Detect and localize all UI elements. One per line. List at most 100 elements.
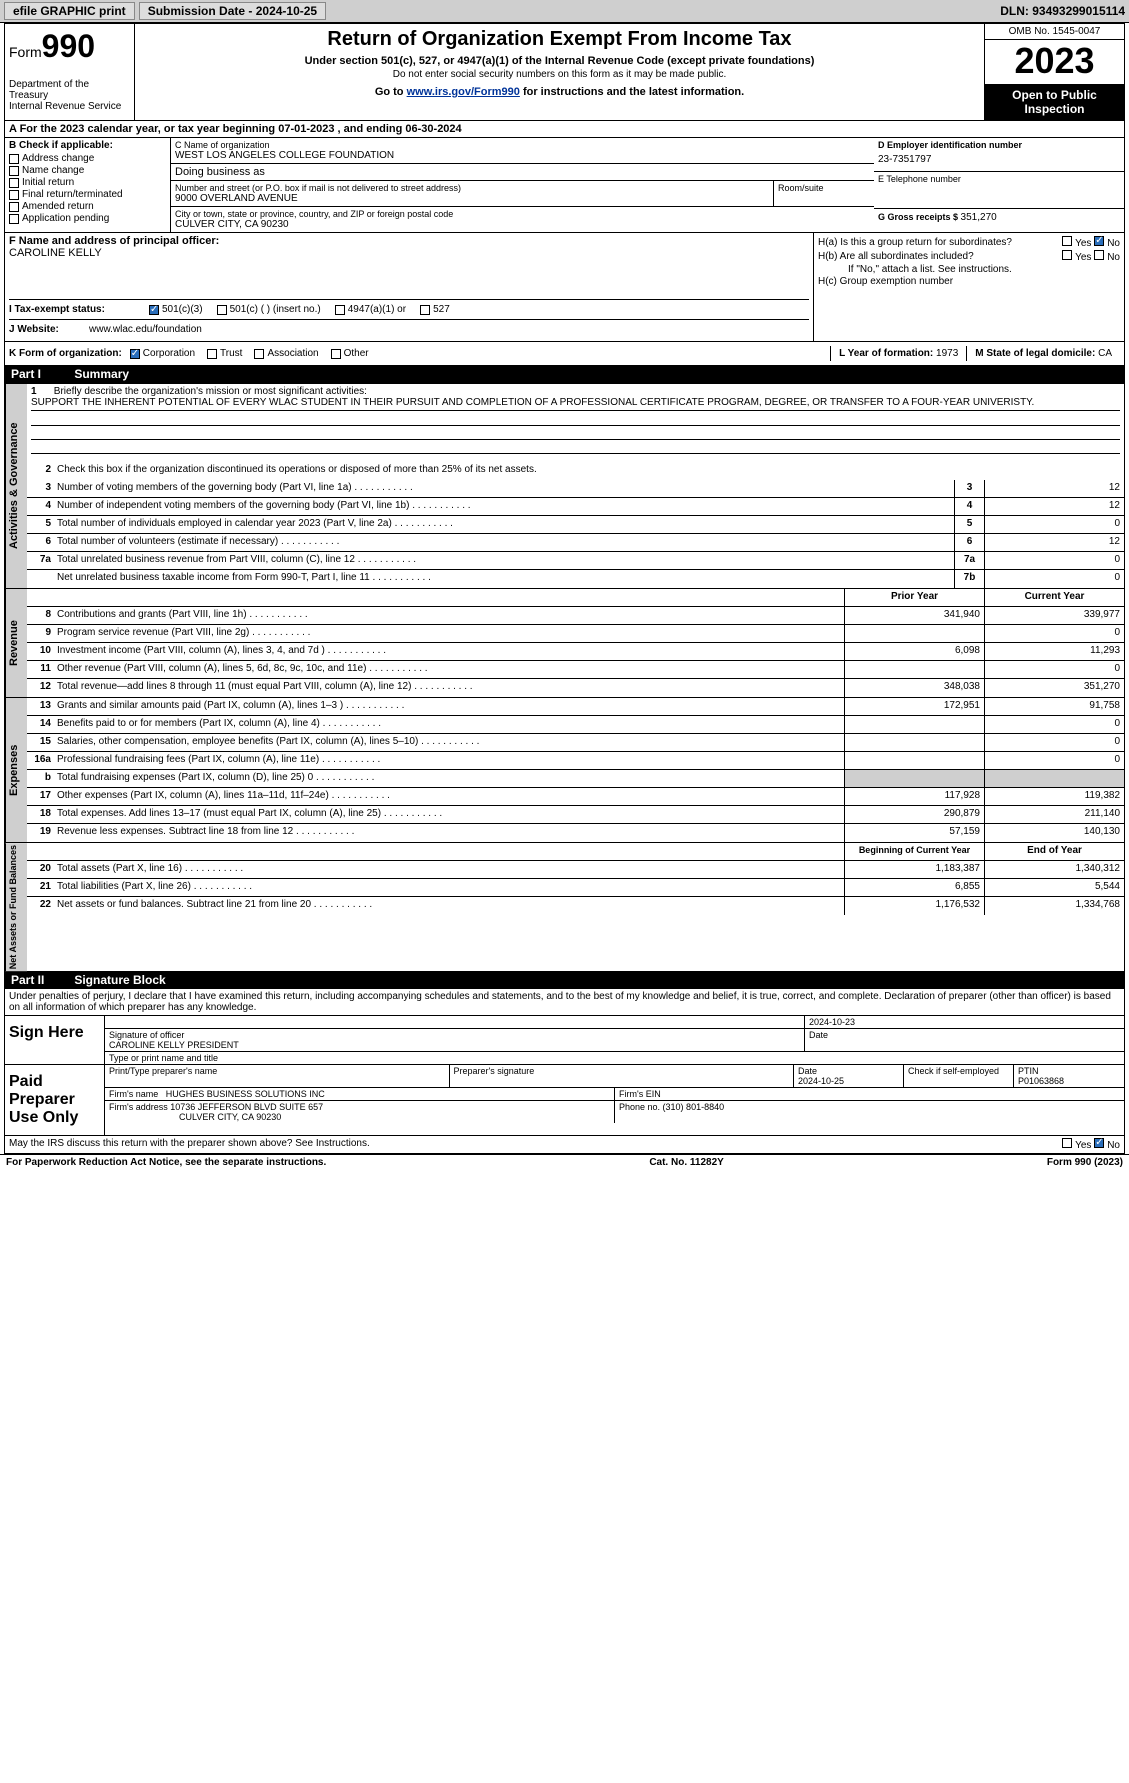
org-name: WEST LOS ANGELES COLLEGE FOUNDATION xyxy=(175,150,870,161)
checkbox-527[interactable] xyxy=(420,305,430,315)
form-prefix: Form xyxy=(9,44,42,60)
opt-501c: 501(c) ( ) (insert no.) xyxy=(230,304,321,315)
begin-year-hdr: Beginning of Current Year xyxy=(844,843,984,860)
page-footer: For Paperwork Reduction Act Notice, see … xyxy=(0,1154,1129,1170)
part1-no: Part I xyxy=(11,367,71,381)
cat-no: Cat. No. 11282Y xyxy=(649,1157,723,1168)
checkbox-amended[interactable] xyxy=(9,202,19,212)
checkbox-association[interactable] xyxy=(254,349,264,359)
opt-association: Association xyxy=(267,348,318,359)
type-print-label: Type or print name and title xyxy=(105,1052,1124,1064)
checkbox-4947[interactable] xyxy=(335,305,345,315)
gross-receipts-label: G Gross receipts $ xyxy=(878,212,961,222)
checkbox-corporation[interactable] xyxy=(130,349,140,359)
row-a: A For the 2023 calendar year, or tax yea… xyxy=(5,121,1124,138)
hc-label: H(c) Group exemption number xyxy=(818,276,953,287)
checkbox-trust[interactable] xyxy=(207,349,217,359)
l-label: L Year of formation: xyxy=(839,348,936,359)
under-section: Under section 501(c), 527, or 4947(a)(1)… xyxy=(139,55,980,67)
checkbox-ha-yes[interactable] xyxy=(1062,236,1072,246)
firm-ein-label: Firm's EIN xyxy=(615,1088,1124,1100)
phone-value xyxy=(878,184,1120,206)
dept-treasury: Department of the Treasury xyxy=(9,79,130,101)
pra-notice: For Paperwork Reduction Act Notice, see … xyxy=(6,1157,326,1168)
form-ref: Form 990 (2023) xyxy=(1047,1157,1123,1168)
c-name-label: C Name of organization xyxy=(175,140,870,150)
checkbox-501c[interactable] xyxy=(217,305,227,315)
firm-addr-value: 10736 JEFFERSON BLVD SUITE 657 xyxy=(170,1102,323,1112)
table-row: 22Net assets or fund balances. Subtract … xyxy=(27,897,1124,915)
table-row: 11Other revenue (Part VIII, column (A), … xyxy=(27,661,1124,679)
sig-date-val: 2024-10-23 xyxy=(805,1016,1124,1028)
summary-exp: Expenses 13Grants and similar amounts pa… xyxy=(5,697,1124,842)
vtab-net: Net Assets or Fund Balances xyxy=(5,843,27,971)
table-row: 8Contributions and grants (Part VIII, li… xyxy=(27,607,1124,625)
opt-527: 527 xyxy=(433,304,450,315)
street-label: Number and street (or P.O. box if mail i… xyxy=(175,183,769,193)
checkbox-initial-return[interactable] xyxy=(9,178,19,188)
vtab-ag: Activities & Governance xyxy=(5,384,27,588)
checkbox-name-change[interactable] xyxy=(9,166,19,176)
state-domicile: CA xyxy=(1098,348,1112,359)
header-row: Form990 Department of the Treasury Inter… xyxy=(5,24,1124,121)
checkbox-other[interactable] xyxy=(331,349,341,359)
section-bcde: B Check if applicable: Address change Na… xyxy=(5,138,1124,232)
checkbox-ha-no[interactable] xyxy=(1094,236,1104,246)
checkbox-hb-yes[interactable] xyxy=(1062,250,1072,260)
label-final-return: Final return/terminated xyxy=(22,189,123,200)
table-row: 21Total liabilities (Part X, line 26)6,8… xyxy=(27,879,1124,897)
opt-4947: 4947(a)(1) or xyxy=(348,304,406,315)
submission-date-button[interactable]: Submission Date - 2024-10-25 xyxy=(139,2,326,20)
label-initial-return: Initial return xyxy=(22,177,74,188)
table-row: 12Total revenue—add lines 8 through 11 (… xyxy=(27,679,1124,697)
ha-yes: Yes xyxy=(1075,238,1091,249)
ein-value: 23-7351797 xyxy=(878,150,1120,169)
table-row: 15Salaries, other compensation, employee… xyxy=(27,734,1124,752)
label-address-change: Address change xyxy=(22,153,94,164)
perjury-text: Under penalties of perjury, I declare th… xyxy=(5,989,1124,1015)
checkbox-discuss-yes[interactable] xyxy=(1062,1138,1072,1148)
q1-no: 1 xyxy=(31,386,51,397)
efile-button[interactable]: efile GRAPHIC print xyxy=(4,2,135,20)
form-title: Return of Organization Exempt From Incom… xyxy=(139,28,980,51)
m-label: M State of legal domicile: xyxy=(975,348,1098,359)
prep-date-value: 2024-10-25 xyxy=(798,1076,844,1086)
sig-officer-name: CAROLINE KELLY PRESIDENT xyxy=(109,1040,800,1050)
website-value: www.wlac.edu/foundation xyxy=(89,324,202,335)
table-row: 3Number of voting members of the governi… xyxy=(27,480,1124,498)
q1-label: Briefly describe the organization's miss… xyxy=(54,386,367,397)
prior-year-hdr: Prior Year xyxy=(844,589,984,606)
goto-row: Go to www.irs.gov/Form990 for instructio… xyxy=(139,86,980,98)
form-number-cell: Form990 Department of the Treasury Inter… xyxy=(5,24,135,120)
prep-sig-label: Preparer's signature xyxy=(450,1065,795,1087)
ha-no: No xyxy=(1107,238,1120,249)
top-toolbar: efile GRAPHIC print Submission Date - 20… xyxy=(0,0,1129,23)
checkbox-hb-no[interactable] xyxy=(1094,250,1104,260)
end-year-hdr: End of Year xyxy=(984,843,1124,860)
table-row: 20Total assets (Part X, line 16)1,183,38… xyxy=(27,861,1124,879)
table-row: 9Program service revenue (Part VIII, lin… xyxy=(27,625,1124,643)
q2-text: Check this box if the organization disco… xyxy=(57,464,537,475)
check-if-self: Check if self-employed xyxy=(904,1065,1014,1087)
part1-header: Part I Summary xyxy=(5,365,1124,383)
label-amended: Amended return xyxy=(22,201,94,212)
dba-label: Doing business as xyxy=(175,166,870,178)
discuss-no: No xyxy=(1107,1140,1120,1151)
may-irs-discuss: May the IRS discuss this return with the… xyxy=(9,1138,370,1151)
checkbox-501c3[interactable] xyxy=(149,305,159,315)
checkbox-final-return[interactable] xyxy=(9,190,19,200)
goto-suffix: for instructions and the latest informat… xyxy=(520,86,744,98)
instructions-link[interactable]: www.irs.gov/Form990 xyxy=(407,86,520,98)
firm-phone-value: (310) 801-8840 xyxy=(663,1102,725,1112)
table-row: 13Grants and similar amounts paid (Part … xyxy=(27,698,1124,716)
opt-trust: Trust xyxy=(220,348,242,359)
checkbox-address-change[interactable] xyxy=(9,154,19,164)
checkbox-application[interactable] xyxy=(9,214,19,224)
vtab-rev: Revenue xyxy=(5,589,27,697)
firm-addr-label: Firm's address xyxy=(109,1102,170,1112)
checkbox-discuss-no[interactable] xyxy=(1094,1138,1104,1148)
table-row: 5Total number of individuals employed in… xyxy=(27,516,1124,534)
part2-header: Part II Signature Block xyxy=(5,971,1124,989)
omb-number: OMB No. 1545-0047 xyxy=(985,24,1124,40)
firm-name-value: HUGHES BUSINESS SOLUTIONS INC xyxy=(166,1089,325,1099)
